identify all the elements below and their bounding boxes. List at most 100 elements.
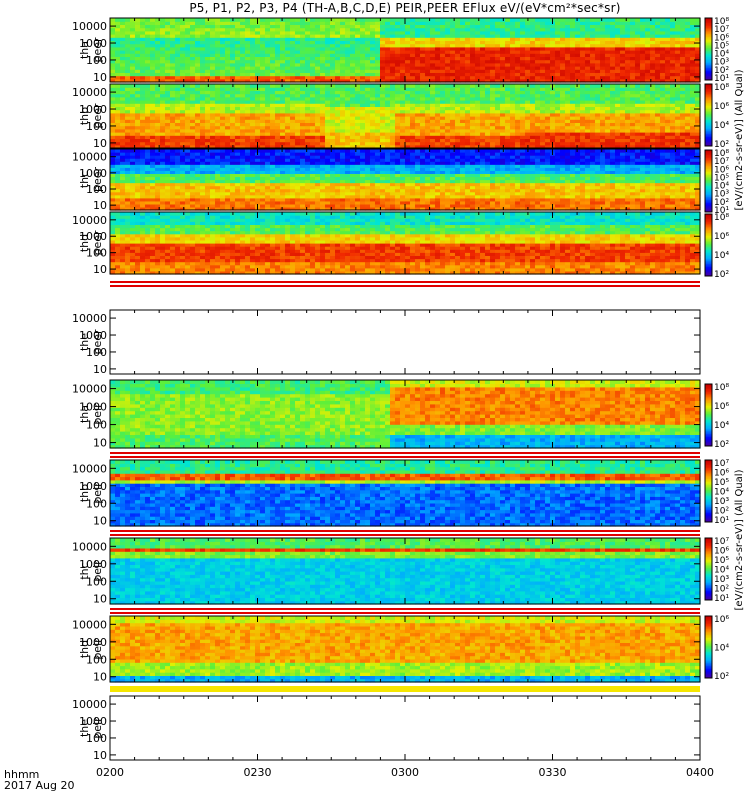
spectrogram-cell: [245, 125, 251, 130]
spectrogram-cell: [160, 87, 166, 91]
spectrogram-cell: [205, 128, 211, 133]
spectrogram-cell: [290, 72, 296, 77]
spectrogram-cell: [240, 75, 246, 80]
spectrogram-cell: [665, 30, 671, 35]
spectrogram-cell: [485, 69, 491, 73]
spectrogram-cell: [175, 30, 181, 35]
spectrogram-cell: [125, 119, 131, 123]
spectrogram-cell: [270, 116, 276, 120]
spectrogram-cell: [300, 119, 306, 123]
spectrogram-cell: [285, 116, 291, 120]
spectrogram-cell: [250, 103, 256, 107]
spectrogram-cell: [370, 40, 376, 45]
spectrogram-cell: [420, 53, 426, 57]
spectrogram-cell: [285, 87, 291, 91]
spectrogram-cell: [690, 43, 696, 48]
spectrogram-cell: [345, 135, 351, 139]
spectrogram-cell: [240, 27, 246, 32]
spectrogram-cell: [170, 34, 176, 38]
spectrogram-cell: [385, 21, 391, 25]
spectrogram-cell: [135, 62, 141, 67]
spectrogram-cell: [230, 125, 236, 130]
spectrogram-cell: [120, 106, 126, 111]
spectrogram-cell: [620, 56, 626, 61]
spectrogram-cell: [675, 21, 681, 25]
spectrogram-cell: [215, 34, 221, 38]
colorbar-swatch: [705, 61, 712, 64]
spectrogram-cell: [240, 43, 246, 48]
spectrogram-cell: [565, 34, 571, 38]
spectrogram-cell: [225, 72, 231, 77]
spectrogram-cell: [255, 132, 261, 136]
spectrogram-cell: [665, 66, 671, 70]
spectrogram-cell: [550, 37, 556, 41]
spectrogram-cell: [425, 72, 431, 77]
spectrogram-cell: [560, 43, 566, 48]
spectrogram-cell: [615, 37, 621, 41]
spectrogram-cell: [230, 46, 236, 51]
spectrogram-cell: [340, 87, 346, 91]
spectrogram-cell: [460, 84, 466, 88]
spectrogram-cell: [145, 116, 151, 120]
spectrogram-cell: [370, 24, 376, 29]
spectrogram-cell: [260, 62, 266, 67]
spectrogram-cell: [180, 78, 186, 83]
spectrogram-cell: [590, 46, 596, 51]
spectrogram-cell: [475, 24, 481, 29]
spectrogram-cell: [380, 37, 386, 41]
spectrogram-cell: [155, 144, 161, 149]
spectrogram-cell: [595, 46, 601, 51]
spectrogram-cell: [670, 30, 676, 35]
spectrogram-cell: [115, 84, 121, 88]
spectrogram-cell: [295, 132, 301, 136]
spectrogram-cell: [265, 40, 271, 45]
spectrogram-cell: [245, 109, 251, 114]
spectrogram-cell: [595, 78, 601, 83]
spectrogram-cell: [385, 18, 391, 22]
spectrogram-cell: [615, 24, 621, 29]
spectrogram-cell: [405, 27, 411, 32]
spectrogram-cell: [315, 90, 321, 95]
spectrogram-cell: [270, 75, 276, 80]
spectrogram-cell: [245, 78, 251, 83]
spectrogram-cell: [510, 18, 516, 22]
spectrogram-cell: [330, 21, 336, 25]
spectrogram-cell: [540, 34, 546, 38]
spectrogram-cell: [175, 72, 181, 77]
spectrogram-cell: [420, 78, 426, 83]
spectrogram-cell: [535, 59, 541, 64]
spectrogram-cell: [200, 72, 206, 77]
spectrogram-cell: [660, 84, 666, 88]
spectrogram-cell: [350, 59, 356, 64]
spectrogram-cell: [680, 40, 686, 45]
spectrogram-cell: [300, 132, 306, 136]
spectrogram-cell: [460, 34, 466, 38]
spectrogram-cell: [520, 18, 526, 22]
spectrogram-cell: [690, 59, 696, 64]
spectrogram-cell: [245, 72, 251, 77]
spectrogram-cell: [695, 62, 701, 67]
spectrogram-cell: [275, 87, 281, 91]
spectrogram-cell: [680, 56, 686, 61]
spectrogram-cell: [285, 40, 291, 45]
spectrogram-cell: [615, 43, 621, 48]
spectrogram-cell: [425, 75, 431, 80]
spectrogram-cell: [215, 69, 221, 73]
spectrogram-cell: [205, 135, 211, 139]
spectrogram-cell: [315, 106, 321, 111]
spectrogram-cell: [265, 141, 271, 146]
spectrogram-cell: [115, 128, 121, 133]
spectrogram-cell: [160, 109, 166, 114]
spectrogram-cell: [290, 30, 296, 35]
spectrogram-cell: [595, 84, 601, 88]
spectrogram-cell: [650, 46, 656, 51]
spectrogram-cell: [555, 75, 561, 80]
spectrogram-cell: [565, 53, 571, 57]
spectrogram-cell: [270, 30, 276, 35]
spectrogram-cell: [345, 24, 351, 29]
spectrogram-cell: [165, 37, 171, 41]
spectrogram-cell: [305, 21, 311, 25]
spectrogram-cell: [560, 50, 566, 54]
spectrogram-cell: [670, 18, 676, 22]
spectrogram-cell: [575, 27, 581, 32]
